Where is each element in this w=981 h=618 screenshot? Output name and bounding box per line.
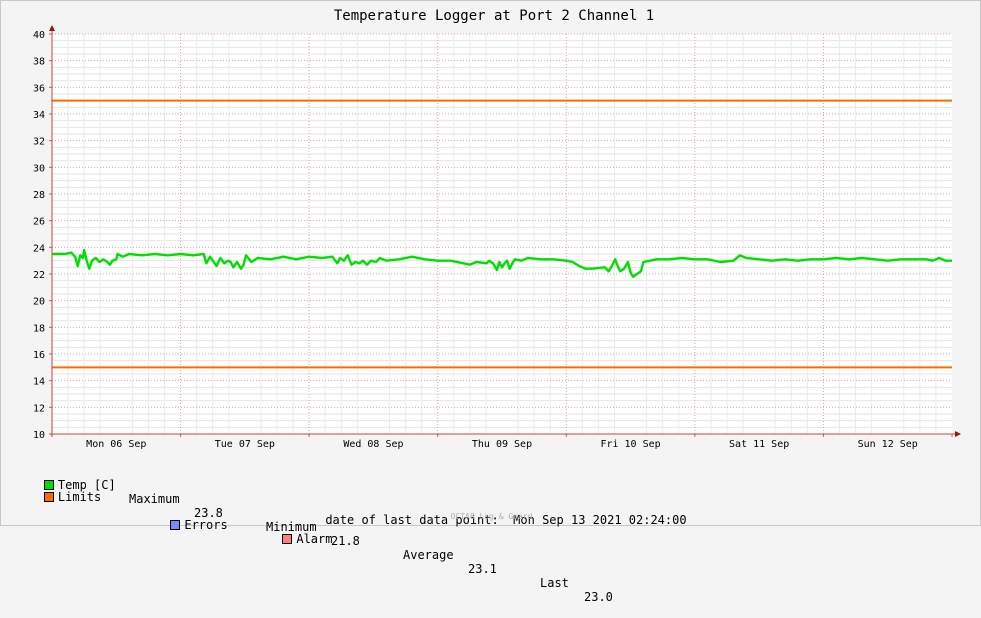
y-tick-label: 30 [33,163,45,174]
y-axis-ticks: 10 12 14 16 18 20 22 24 26 28 30 32 34 36 38 40 [33,30,52,441]
limits-swatch [43,492,54,502]
temp-swatch [43,480,54,490]
max-value: 23.8 [194,506,223,520]
y-tick-label: 36 [33,83,45,94]
x-tick-label: Thu 09 Sep [472,439,532,450]
limit-lines [52,99,952,369]
y-tick-label: 34 [33,110,45,121]
grid [52,33,952,435]
max-label: Maximum [129,492,180,506]
y-tick-label: 14 [33,377,45,388]
avg-label: Average [403,548,454,562]
y-tick-label: 28 [33,190,45,201]
x-tick-label: Tue 07 Sep [215,439,275,450]
y-tick-label: 38 [33,57,45,68]
last-value: 23.0 [584,590,613,604]
chart-panel: Temperature Logger at Port 2 Channel 1 1… [0,0,981,604]
chart-title: Temperature Logger at Port 2 Channel 1 [334,8,654,24]
y-tick-label: 18 [33,323,45,334]
y-tick-label: 24 [33,243,45,254]
x-tick-label: Fri 10 Sep [600,439,660,450]
y-tick-label: 10 [33,430,45,441]
y-tick-label: 22 [33,270,45,281]
y-tick-label: 16 [33,350,45,361]
series-line-temp [52,248,952,278]
x-axis-arrow [955,431,961,437]
y-tick-label: 12 [33,403,45,414]
last-label: Last [540,576,569,590]
x-tick-label: Sat 11 Sep [729,439,789,450]
watermark: OCTA8 Log & Guard [450,512,533,521]
legend-row-status: Limits Errors Alarm [15,476,332,546]
y-tick-label: 20 [33,297,45,308]
x-axis-ticks: Mon 06 Sep Tue 07 Sep Wed 08 Sep Thu 09 Sep… [51,434,953,450]
y-axis-arrow [49,25,55,31]
legend-temp-label: Temp [C] [57,478,116,492]
x-tick-label: Wed 08 Sep [343,439,403,450]
avg-value: 23.1 [468,562,497,576]
last-data-point: date of last data point: Mon Sep 13 2021… [1,499,981,541]
x-tick-label: Sun 12 Sep [858,439,918,450]
y-tick-label: 32 [33,137,45,148]
last-data-point-label: date of last data point: [325,513,499,527]
axes [49,25,961,437]
x-tick-label: Mon 06 Sep [86,439,146,450]
series-lines [52,248,952,278]
last-data-point-value: Mon Sep 13 2021 02:24:00 [513,513,687,527]
y-tick-label: 40 [33,30,45,41]
temperature-chart: Temperature Logger at Port 2 Channel 1 1… [33,8,961,450]
y-tick-label: 26 [33,217,45,228]
legend-limits-label: Limits [57,490,102,504]
